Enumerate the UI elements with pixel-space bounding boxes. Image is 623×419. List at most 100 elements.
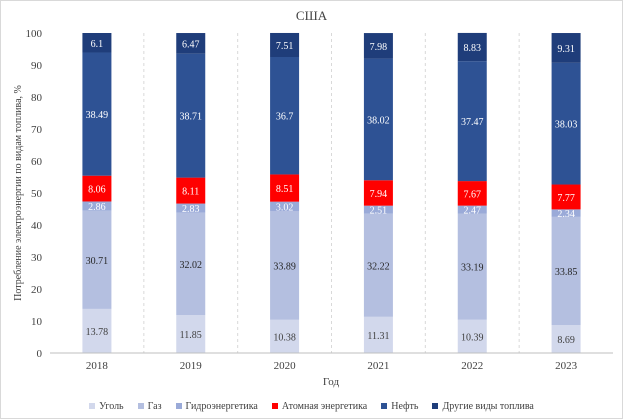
legend-label: Другие виды топлива	[442, 400, 534, 412]
data-label: 2.86	[88, 202, 106, 213]
y-axis-label: Потребление электроэнергии по видам топл…	[13, 85, 24, 301]
data-label: 37.47	[461, 117, 484, 128]
bar-segment	[551, 33, 581, 63]
bar-segment	[457, 205, 487, 214]
data-label: 11.85	[180, 330, 202, 341]
x-tick-label: 2019	[180, 360, 203, 372]
y-tick-label: 90	[31, 60, 43, 72]
bar-segment	[176, 315, 206, 353]
legend-swatch	[432, 403, 439, 409]
bar-segment	[176, 177, 206, 204]
bar-segment	[457, 213, 487, 320]
legend-label: Нефть	[391, 400, 419, 412]
x-tick-label: 2020	[274, 360, 297, 372]
data-label: 7.51	[276, 41, 294, 52]
bar-segment	[82, 308, 112, 353]
data-label: 38.02	[367, 115, 390, 126]
bar-segment	[551, 216, 581, 326]
legend-item: Атомная энергетика	[271, 400, 368, 412]
data-label: 6.1	[91, 39, 104, 50]
x-axis-label: Год	[323, 376, 340, 388]
data-label: 10.38	[273, 332, 296, 343]
data-label: 10.39	[461, 332, 484, 343]
data-label: 33.85	[555, 267, 578, 278]
data-label: 6.47	[182, 39, 200, 50]
y-tick-label: 40	[31, 220, 43, 232]
data-label: 7.94	[370, 189, 388, 200]
x-tick-label: 2018	[86, 360, 109, 372]
legend: Уголь Газ Гидроэнергетика Атомная энергетик…	[0, 398, 623, 414]
data-label: 9.31	[557, 44, 575, 55]
legend-item: Нефть	[381, 401, 418, 412]
bar-segment	[176, 33, 206, 54]
y-tick-label: 20	[31, 284, 43, 296]
data-label: 7.77	[557, 193, 575, 204]
bar-segment	[363, 180, 393, 206]
y-tick-label: 80	[31, 92, 43, 104]
bar-segment	[363, 213, 393, 317]
y-tick-label: 30	[31, 252, 43, 264]
data-label: 2.51	[370, 206, 388, 217]
bar-segment	[363, 33, 393, 59]
legend-swatch	[137, 403, 144, 409]
bar-segment	[363, 316, 393, 353]
data-label: 7.67	[464, 189, 482, 200]
bar-segment	[82, 52, 112, 176]
data-label: 7.98	[370, 42, 388, 53]
legend-item: Гидроэнергетика	[175, 400, 258, 412]
data-label: 38.71	[180, 112, 203, 123]
x-tick-label: 2022	[461, 360, 483, 372]
data-label: 38.49	[86, 110, 109, 121]
bar-segment	[270, 201, 300, 212]
bar-segment	[176, 212, 206, 316]
legend-item: Уголь	[89, 401, 124, 412]
bar-segment	[270, 174, 300, 202]
legend-swatch	[89, 403, 96, 409]
legend-item: Газ	[137, 400, 162, 412]
y-tick-label: 70	[31, 124, 43, 136]
data-label: 8.06	[88, 185, 106, 196]
bar-segment	[82, 210, 112, 309]
x-tick-label: 2023	[555, 360, 578, 372]
legend-swatch	[381, 403, 388, 409]
data-label: 32.02	[180, 260, 203, 271]
gridlines	[143, 33, 520, 353]
bar-segment	[457, 319, 487, 353]
bar-segment	[176, 203, 206, 213]
bar-segment	[270, 57, 300, 175]
bar-segment	[176, 53, 206, 178]
y-tick-label: 0	[37, 348, 43, 360]
bar-segment	[457, 61, 487, 182]
data-label: 8.51	[276, 184, 294, 195]
data-label: 38.03	[555, 120, 578, 131]
data-labels: 13.78 30.71 2.86 8.06 38.49 6.1 11.85 32.02 2.83…	[86, 39, 578, 346]
legend-label: Газ	[147, 400, 162, 412]
data-label: 36.7	[276, 112, 294, 123]
legend-swatch	[175, 403, 182, 409]
legend-label: Атомная энергетика	[281, 400, 368, 412]
legend-swatch	[271, 403, 278, 409]
legend-item: Другие виды топлива	[432, 400, 534, 412]
bar-segment	[82, 33, 112, 53]
data-label: 33.19	[461, 263, 484, 274]
x-tick-label: 2021	[367, 360, 389, 372]
data-label: 11.31	[367, 331, 389, 342]
data-label: 32.22	[367, 261, 390, 272]
data-label: 2.83	[182, 204, 200, 215]
bar-segment	[457, 181, 487, 206]
bar-segment	[270, 211, 300, 320]
data-label: 2.34	[557, 209, 575, 220]
axes: 0 10 20 30 40 50 60 70 80 90 100 2018 2019 2020 2021 20…	[26, 28, 613, 372]
bar-segment	[551, 325, 581, 353]
data-label: 8.69	[557, 335, 575, 346]
y-tick-label: 10	[31, 316, 43, 328]
bar-segment	[551, 62, 581, 185]
data-label: 8.83	[464, 43, 482, 54]
bar-segment	[363, 58, 393, 181]
bar-segment	[551, 209, 581, 217]
bar-segment	[457, 32, 487, 62]
data-label: 8.11	[182, 187, 199, 198]
legend-label: Гидроэнергетика	[185, 400, 258, 412]
data-label: 33.89	[273, 262, 296, 273]
bars	[82, 32, 581, 353]
